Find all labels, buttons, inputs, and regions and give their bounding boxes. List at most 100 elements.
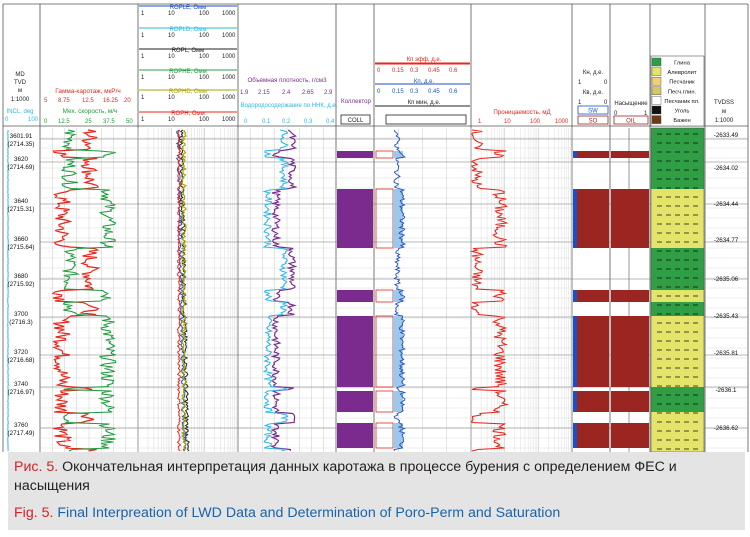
sat-sw-label: SW [588, 109, 598, 115]
tvd-depth-label: (2714.69) [8, 164, 35, 171]
md-scale: 1:1000 [11, 97, 30, 103]
res-scale-tick: 10 [168, 117, 175, 123]
perm-scale-1: 10 [504, 119, 511, 125]
res-rphe-label: RОPHE, Омм [169, 69, 207, 75]
den-scale-1: 2.15 [258, 90, 270, 96]
por-scale-tick: 0.45 [428, 68, 440, 74]
res-scale-tick: 10 [168, 11, 175, 17]
res-scale-tick: 1000 [222, 33, 236, 39]
perm-scale-2: 100 [530, 119, 541, 125]
gr-scale-0: 5 [44, 98, 48, 104]
rop-title: Мех. скорость, м/ч [63, 108, 118, 115]
neutron-curve [262, 129, 290, 452]
res-scale-tick: 100 [199, 11, 210, 17]
porosity-fill [393, 290, 403, 302]
res-scale-tick: 100 [199, 54, 210, 60]
lith-legend-item: Алевролит [667, 70, 696, 76]
por-scale-tick: 0.3 [410, 89, 419, 95]
track-headers: MD TVD м 1:1000 INCL, deg 0 100 Гамма-ка… [5, 5, 734, 127]
por-scale-tick: 0.6 [449, 68, 458, 74]
gr-scale-4: 20 [124, 98, 131, 104]
res-rpld-label: RОPLD, Омм [170, 27, 207, 33]
perm-scale-3: 1000 [555, 119, 569, 125]
sat-sw-box [577, 105, 609, 115]
res-scale-tick: 10 [168, 75, 175, 81]
lith-legend-item: Песчаник пл. [664, 99, 700, 105]
porosity-box [375, 289, 394, 303]
rop-curve [60, 129, 117, 452]
lithology-band [651, 158, 704, 189]
lithology-band [651, 387, 704, 412]
porosity-curve [393, 129, 407, 452]
sat-kn-scale-1: 0 [604, 80, 608, 86]
incl-scale-max: 100 [28, 117, 39, 123]
tvd-depth-label: (2716.97) [8, 389, 35, 396]
res-scale-tick: 100 [199, 117, 210, 123]
tvdss-depth-label: -2634.02 [714, 165, 739, 172]
res-curve-rph [176, 129, 182, 452]
oil-saturation [573, 316, 609, 387]
fluid-title: Насыщение [614, 101, 648, 107]
lithology-band [651, 302, 704, 316]
fluid-oil-label: OIL [626, 119, 636, 125]
lith-legend-item: Уголь [675, 109, 690, 115]
tvdss-title: TVDSS [714, 100, 734, 106]
rop-scale-4: 50 [126, 119, 133, 125]
collector-interval [337, 423, 373, 448]
rop-scale-2: 25 [85, 119, 92, 125]
interpretation-fills [337, 127, 705, 452]
coll-title: Коллектор [341, 98, 372, 105]
oil-saturation-flag [611, 423, 649, 448]
porosity-box [375, 315, 394, 388]
res-scale-tick: 1 [141, 54, 145, 60]
porosity-fill [393, 391, 403, 412]
lith-legend-item: Глина [674, 61, 691, 67]
rop-scale-0: 0 [44, 119, 48, 125]
sat-so-label: SO [589, 119, 598, 125]
oil-saturation [573, 151, 609, 158]
perm-title: Проницаемость, мД [493, 109, 551, 116]
porosity-fill [393, 189, 403, 248]
res-scale-tick: 100 [199, 33, 210, 39]
tvdss-depth-label: -2635.06 [714, 276, 739, 283]
well-log-panel: MD TVD м 1:1000 INCL, deg 0 100 Гамма-ка… [2, 3, 749, 452]
tvdss-depth-label: -2636.62 [714, 425, 739, 432]
coll-box [340, 114, 371, 125]
caption-ru-text: Окончательная интерпретация данных карот… [14, 459, 677, 494]
water-saturation [573, 391, 577, 412]
oil-saturation-flag [611, 316, 649, 387]
res-scale-tick: 100 [199, 75, 210, 81]
res-scale-tick: 10 [168, 54, 175, 60]
md-depth-label: 3700 [14, 311, 29, 318]
porosity-fill [393, 151, 403, 158]
den-title: Объемная плотность, г/см3 [247, 77, 327, 84]
lith-swatch [651, 96, 662, 105]
res-scale-tick: 1 [141, 117, 145, 123]
den-scale-0: 1.9 [240, 90, 249, 96]
oil-saturation-flag [611, 189, 649, 248]
log-curves [7, 129, 509, 452]
water-saturation [573, 189, 577, 248]
md-depth-label: 3740 [14, 381, 29, 388]
por-scale-tick: 0.15 [392, 89, 404, 95]
oil-saturation-flag [611, 391, 649, 412]
md-depth-label: 3720 [14, 349, 29, 356]
tvdss-depth-label: -2633.49 [714, 132, 739, 139]
lith-legend-item: Бажен [673, 118, 690, 124]
depth-labels: 3601.91(2714.35) 3620(2714.69) 3640(2715.3… [8, 132, 739, 437]
permeability-curve [469, 129, 509, 452]
tvdss-depth-label: -2634.44 [714, 201, 739, 208]
nnk-scale-4: 0.4 [326, 119, 335, 125]
res-scale-tick: 1000 [222, 117, 236, 123]
gr-scale-2: 12.5 [82, 98, 94, 104]
por-kpmin-label: Кп мин, д.е. [408, 100, 441, 106]
gr-title: Гамма-каротаж, мкР/ч [55, 88, 120, 95]
oil-saturation-flag [611, 290, 649, 302]
sat-kv-label: Кв, д.е. [583, 90, 604, 96]
res-rph-label: RОPH, Омм [171, 111, 205, 117]
lithology-band [651, 412, 704, 452]
tvdss-depth-label: -2635.81 [714, 350, 739, 357]
sat-kv-scale-0: 1 [578, 100, 582, 106]
tvd-depth-label: (2714.35) [8, 141, 35, 148]
